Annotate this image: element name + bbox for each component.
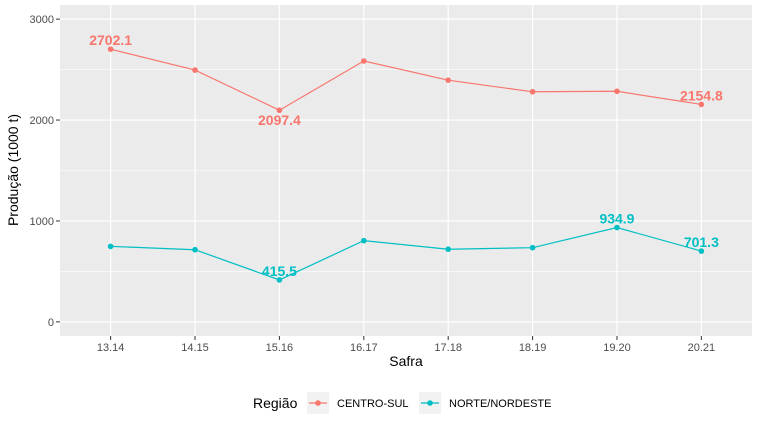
- y-tick-label: 0: [48, 317, 54, 329]
- data-point: [445, 246, 451, 253]
- y-axis-title: Produção (1000 t): [5, 114, 21, 226]
- legend-title: Região: [253, 395, 298, 411]
- data-point: [614, 224, 620, 231]
- data-label: 701.3: [684, 234, 719, 250]
- data-point: [698, 101, 705, 108]
- series-line: [110, 226, 702, 281]
- y-tick-label: 1000: [30, 216, 54, 228]
- x-tick-label: 17.18: [434, 342, 462, 354]
- y-tick-label: 3000: [30, 14, 54, 26]
- data-point: [361, 237, 367, 244]
- data-label: 2097.4: [258, 112, 301, 128]
- legend-key-point: [427, 400, 433, 406]
- legend: Região CENTRO-SUL NORTE/NORDESTE: [253, 392, 551, 414]
- x-tick-label: 14.15: [181, 342, 209, 354]
- x-tick-label: 19.20: [603, 342, 631, 354]
- x-tick-label: 15.16: [266, 342, 294, 354]
- series-line: [110, 48, 702, 111]
- data-point: [529, 88, 536, 95]
- data-point: [698, 248, 705, 254]
- x-tick-label: 16.17: [350, 342, 378, 354]
- data-label: 2702.1: [89, 32, 132, 48]
- data-point: [361, 58, 367, 64]
- data-point: [276, 277, 283, 283]
- data-point: [192, 246, 198, 253]
- x-tick-label: 13.14: [97, 342, 125, 354]
- data-label: 2154.8: [680, 87, 723, 103]
- data-point: [445, 77, 451, 83]
- x-tick-label: 18.19: [519, 342, 547, 354]
- y-axis: 0 1000 2000 3000: [30, 14, 60, 329]
- x-tick-label: 20.21: [688, 342, 716, 354]
- minor-gridlines: [60, 69, 752, 272]
- data-labels: 2702.1 2097.4 2154.8 415.5 934.9 701.3: [89, 32, 723, 279]
- data-label: 934.9: [599, 211, 634, 227]
- y-tick-label: 2000: [30, 115, 54, 127]
- data-point: [192, 67, 198, 73]
- data-point: [107, 46, 114, 52]
- legend-label: CENTRO-SUL: [337, 398, 409, 410]
- series-layer: [107, 46, 705, 283]
- data-point: [614, 88, 620, 95]
- x-axis: 13.14 14.15 15.16 16.17 17.18 18.19 19.20 20.21: [97, 336, 715, 354]
- legend-label: NORTE/NORDESTE: [449, 398, 551, 410]
- data-point: [529, 244, 536, 251]
- data-label: 415.5: [262, 263, 297, 279]
- data-point: [107, 243, 114, 250]
- x-axis-title: Safra: [389, 353, 423, 369]
- data-point: [276, 107, 283, 114]
- legend-key-point: [315, 400, 321, 406]
